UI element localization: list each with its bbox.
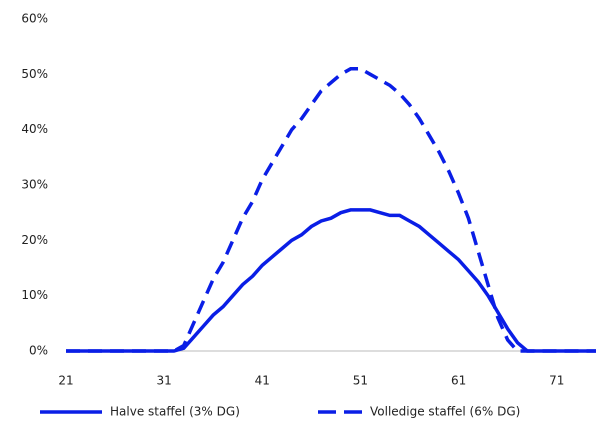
y-tick-label: 10% (21, 288, 48, 302)
x-tick-label: 21 (58, 374, 73, 388)
x-tick-label: 51 (353, 374, 368, 388)
legend-label: Volledige staffel (6% DG) (370, 405, 520, 419)
x-tick-label: 61 (451, 374, 466, 388)
series-line (66, 67, 596, 353)
x-tick-label: 41 (255, 374, 270, 388)
y-tick-label: 60% (21, 12, 48, 26)
y-tick-label: 50% (21, 67, 48, 81)
legend-label: Halve staffel (3% DG) (110, 405, 240, 419)
y-tick-label: 40% (21, 122, 48, 136)
x-tick-label: 71 (549, 374, 564, 388)
y-tick-label: 0% (29, 344, 48, 358)
x-tick-label: 31 (157, 374, 172, 388)
y-tick-label: 20% (21, 233, 48, 247)
series-line (66, 208, 596, 353)
y-tick-label: 30% (21, 178, 48, 192)
